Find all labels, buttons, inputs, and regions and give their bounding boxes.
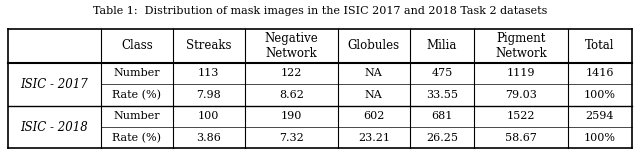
Text: Pigment
Network: Pigment Network xyxy=(495,32,547,60)
Text: 3.86: 3.86 xyxy=(196,133,221,143)
Text: 475: 475 xyxy=(431,68,452,78)
Text: 1119: 1119 xyxy=(507,68,535,78)
Text: Class: Class xyxy=(121,39,153,52)
Text: 7.98: 7.98 xyxy=(196,90,221,100)
Text: 1522: 1522 xyxy=(507,111,535,121)
Text: Negative
Network: Negative Network xyxy=(264,32,318,60)
Text: NA: NA xyxy=(365,68,383,78)
Text: 7.32: 7.32 xyxy=(279,133,303,143)
Text: Total: Total xyxy=(585,39,614,52)
Text: Rate (%): Rate (%) xyxy=(113,133,161,143)
Text: 1416: 1416 xyxy=(586,68,614,78)
Text: 33.55: 33.55 xyxy=(426,90,458,100)
Text: 100: 100 xyxy=(198,111,220,121)
Text: 2594: 2594 xyxy=(586,111,614,121)
Text: 58.67: 58.67 xyxy=(505,133,537,143)
Text: ISIC - 2017: ISIC - 2017 xyxy=(20,78,88,91)
Text: 190: 190 xyxy=(280,111,302,121)
Text: 113: 113 xyxy=(198,68,220,78)
Text: Streaks: Streaks xyxy=(186,39,232,52)
Text: 23.21: 23.21 xyxy=(358,133,390,143)
Text: Milia: Milia xyxy=(427,39,457,52)
Text: 79.03: 79.03 xyxy=(505,90,537,100)
Text: Number: Number xyxy=(114,111,160,121)
Text: Table 1:  Distribution of mask images in the ISIC 2017 and 2018 Task 2 datasets: Table 1: Distribution of mask images in … xyxy=(93,6,547,16)
Text: 122: 122 xyxy=(280,68,302,78)
Text: 26.25: 26.25 xyxy=(426,133,458,143)
Text: NA: NA xyxy=(365,90,383,100)
Text: 602: 602 xyxy=(363,111,385,121)
Text: 8.62: 8.62 xyxy=(279,90,304,100)
Text: 100%: 100% xyxy=(584,133,616,143)
Text: ISIC - 2018: ISIC - 2018 xyxy=(20,121,88,134)
Text: Globules: Globules xyxy=(348,39,400,52)
Text: Number: Number xyxy=(114,68,160,78)
Text: 681: 681 xyxy=(431,111,452,121)
Text: Rate (%): Rate (%) xyxy=(113,90,161,100)
Text: 100%: 100% xyxy=(584,90,616,100)
